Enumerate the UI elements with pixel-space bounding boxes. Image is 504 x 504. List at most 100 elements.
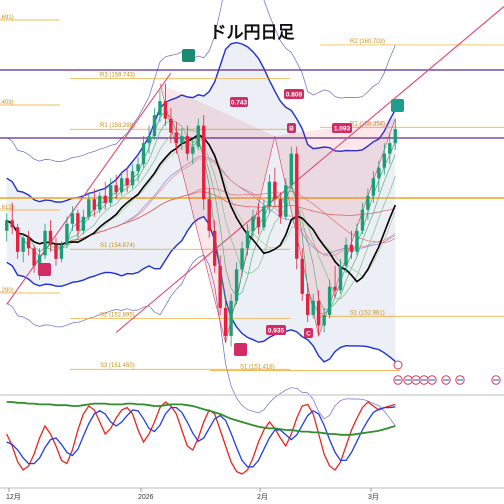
candle-body[interactable]	[163, 101, 168, 119]
candle-body[interactable]	[65, 223, 69, 245]
candle-body[interactable]	[48, 230, 53, 245]
candle-body[interactable]	[355, 230, 359, 252]
candle-body[interactable]	[322, 314, 326, 326]
candle-body[interactable]	[316, 300, 321, 326]
candle-body[interactable]	[267, 181, 272, 207]
candle-body[interactable]	[289, 153, 293, 186]
candle-body[interactable]	[344, 244, 348, 266]
ratio-tag-d-bg	[332, 123, 352, 133]
candle-body[interactable]	[21, 237, 25, 252]
candle-body[interactable]	[393, 129, 397, 144]
candle-body[interactable]	[109, 185, 113, 203]
candle-body[interactable]	[98, 195, 102, 210]
candle-body[interactable]	[169, 118, 173, 133]
candle-body[interactable]	[119, 178, 124, 193]
candle-body[interactable]	[223, 307, 228, 336]
candle-body[interactable]	[43, 230, 47, 256]
candle-body[interactable]	[191, 146, 195, 154]
ratio-tag-c: 0.935	[268, 328, 285, 335]
point-tag-b: B	[289, 126, 294, 133]
candle-body[interactable]	[262, 206, 266, 228]
lightning-icon[interactable]	[393, 360, 403, 370]
candle-body[interactable]	[207, 199, 211, 231]
candle-body[interactable]	[76, 213, 80, 231]
x-tick-label: 12月	[6, 493, 21, 501]
candle-body[interactable]	[5, 220, 9, 231]
oscillator-layer	[6, 401, 396, 475]
trend-line-up	[115, 6, 504, 333]
candle-body[interactable]	[327, 286, 332, 315]
candle-body[interactable]	[245, 230, 250, 249]
candle-body[interactable]	[81, 216, 86, 231]
oscillator-series-2-line	[6, 401, 396, 436]
candle-body[interactable]	[377, 167, 381, 179]
candle-body[interactable]	[158, 101, 162, 116]
candle-body[interactable]	[251, 216, 255, 231]
candle-body[interactable]	[240, 248, 244, 270]
candle-body[interactable]	[202, 125, 206, 200]
x-tick-label: 3月	[368, 493, 379, 501]
candle-body[interactable]	[371, 178, 376, 196]
candle-body[interactable]	[360, 209, 365, 231]
candle-body[interactable]	[349, 244, 354, 252]
candle-body[interactable]	[92, 199, 96, 210]
candle-body[interactable]	[388, 143, 392, 154]
candle-body[interactable]	[37, 255, 42, 266]
candles-layer[interactable]	[5, 83, 397, 347]
edge-level-label: .691)	[0, 15, 14, 21]
candle-body[interactable]	[174, 132, 179, 144]
candle-body[interactable]	[284, 185, 288, 217]
candle-body[interactable]	[338, 265, 343, 291]
candle-body[interactable]	[54, 244, 58, 259]
candle-body[interactable]	[103, 195, 107, 203]
ma-55-line	[6, 191, 396, 245]
pivot-level-s3-label: S3 (151.450)	[100, 363, 135, 369]
chart-title: ドル円日足	[210, 23, 295, 43]
candle-body[interactable]	[300, 258, 304, 294]
candle-body[interactable]	[59, 244, 64, 259]
candle-body[interactable]	[212, 230, 217, 266]
candle-body[interactable]	[87, 199, 91, 217]
oscillator-series-1-line	[6, 406, 396, 468]
x-axis-layer: 12月 2026 2月 3月	[6, 488, 379, 501]
candle-body[interactable]	[26, 237, 31, 249]
candle-body[interactable]	[130, 171, 135, 186]
candle-body[interactable]	[278, 199, 283, 217]
pivot-level-s2-label: S2 (152.895)	[100, 313, 135, 319]
candle-body[interactable]	[306, 293, 310, 315]
candle-body[interactable]	[256, 216, 261, 228]
candle-body[interactable]	[295, 153, 299, 259]
candle-body[interactable]	[32, 248, 36, 266]
candle-body[interactable]	[70, 213, 75, 224]
candle-body[interactable]	[185, 136, 190, 154]
x-tick-label: 2026	[138, 494, 154, 501]
candle-body[interactable]	[333, 286, 337, 291]
candle-body[interactable]	[180, 136, 184, 144]
pivot-level-s1-label: S1 (154.874)	[100, 243, 135, 249]
candle-body[interactable]	[141, 143, 146, 165]
x-tick-label: 2月	[257, 493, 268, 501]
candle-body[interactable]	[10, 220, 14, 228]
candle-body[interactable]	[311, 300, 315, 315]
candle-body[interactable]	[147, 136, 151, 144]
candle-body[interactable]	[273, 181, 277, 200]
candle-body[interactable]	[152, 115, 157, 137]
candle-body[interactable]	[234, 269, 239, 301]
pivot-level-r1-label: R1 (158.354)	[350, 121, 385, 127]
markers-layer: 0.743 0.808 0.935 1.093 B C	[38, 49, 501, 385]
candle-body[interactable]	[114, 185, 118, 193]
ratio-tag-xa-bg	[230, 97, 248, 107]
candle-body[interactable]	[218, 265, 222, 308]
candle-body[interactable]	[196, 125, 200, 147]
candle-body[interactable]	[125, 178, 129, 186]
keltner-upper-line	[6, 0, 396, 162]
candle-body[interactable]	[382, 153, 387, 168]
candle-body[interactable]	[136, 164, 140, 172]
pivot-level-r2-label: R2 (160.703)	[350, 39, 385, 45]
candle-body[interactable]	[366, 195, 370, 210]
candle-body[interactable]	[229, 300, 233, 336]
keltner-lower-line	[6, 254, 396, 426]
signal-marker-low-left	[38, 263, 51, 276]
candle-body[interactable]	[15, 227, 20, 252]
